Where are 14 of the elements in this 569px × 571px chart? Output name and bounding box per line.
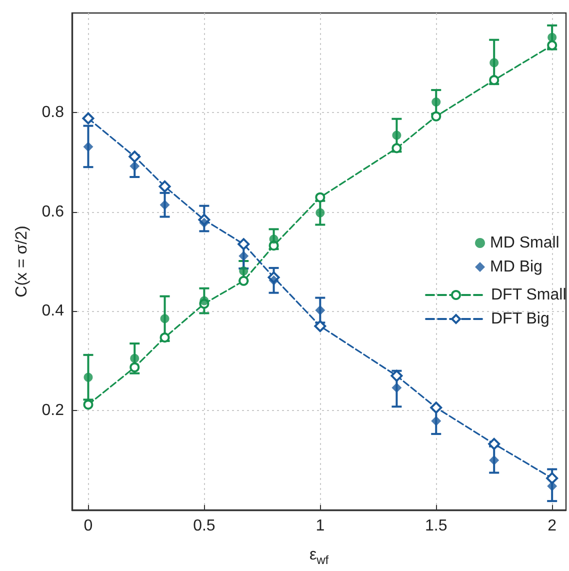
- y-tick-label: 0.4: [42, 302, 64, 320]
- x-tick-label: 0.5: [193, 518, 216, 534]
- y-tick-label: 0.6: [42, 203, 64, 220]
- legend-label: DFT Small: [491, 286, 566, 304]
- x-tick-label: 2: [548, 518, 557, 534]
- legend-label: DFT Big: [491, 310, 550, 328]
- y-tick-label: 0.2: [42, 402, 64, 420]
- legend-label: MD Big: [490, 258, 542, 276]
- y-tick-label: 0.8: [42, 104, 64, 121]
- legend-label: MD Small: [490, 234, 560, 252]
- y-axis-title: C(x = σ/2): [14, 226, 30, 298]
- x-tick-label: 1.5: [424, 518, 448, 534]
- x-tick-label: 0: [84, 518, 93, 534]
- x-tick-label: 1: [316, 518, 325, 534]
